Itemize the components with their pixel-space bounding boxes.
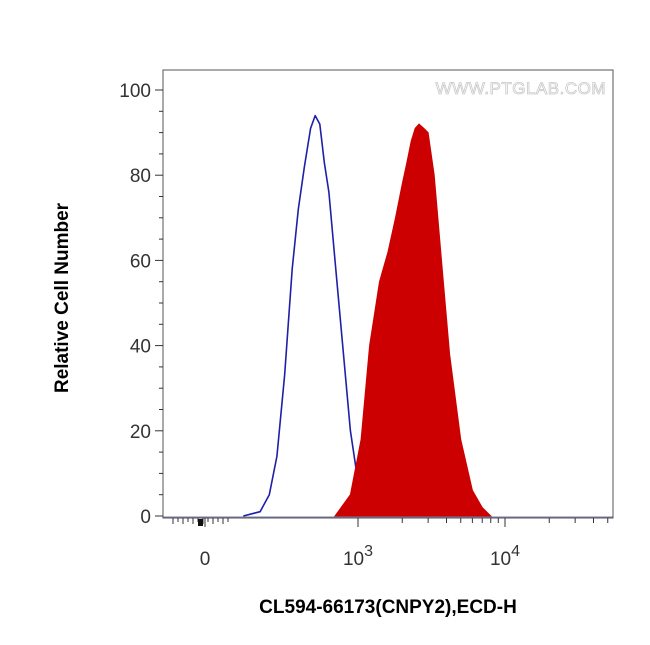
sample-histogram [334, 123, 493, 517]
x-tick-label: 104 [490, 543, 520, 570]
plot-frame [162, 69, 614, 519]
y-tick-label: 0 [140, 507, 151, 528]
y-tick-label: 20 [130, 422, 151, 443]
watermark: WWW.PTGLAB.COM [436, 79, 606, 98]
y-tick-label: 40 [130, 337, 151, 358]
x-tick-label: 103 [343, 543, 373, 570]
x-axis-title: CL594-66173(CNPY2),ECD-H [259, 597, 517, 618]
plot-area [163, 114, 613, 518]
axes: 0 20 40 60 80 100 0 103 104 [119, 69, 614, 570]
y-tick-label: 80 [130, 166, 151, 187]
y-axis-title: Relative Cell Number [52, 202, 73, 393]
control-histogram [243, 114, 368, 517]
x-tick-label: 0 [200, 549, 211, 570]
zero-marker [198, 519, 203, 526]
y-tick-label: 60 [130, 251, 151, 272]
y-tick-label: 100 [119, 81, 151, 102]
